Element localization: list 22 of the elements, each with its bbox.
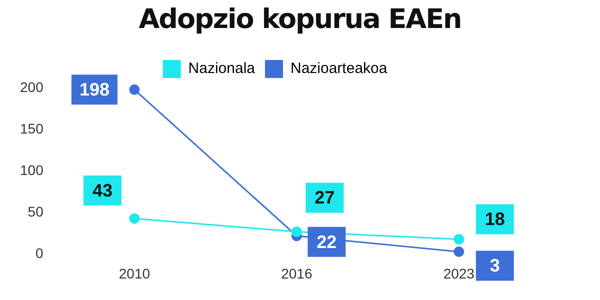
data-label: 198	[79, 80, 110, 100]
y-tick-label: 200	[20, 78, 44, 95]
y-tick-label: 100	[20, 162, 44, 178]
data-label: 43	[92, 180, 112, 200]
data-label: 3	[490, 256, 500, 276]
point	[454, 246, 464, 257]
data-label: 18	[484, 209, 505, 230]
point	[129, 213, 140, 224]
data-label: 22	[316, 232, 337, 252]
x-tick-label: 2010	[118, 265, 150, 282]
data-label: 27	[314, 188, 335, 208]
legend-label: Nazioarteakoa	[290, 60, 388, 78]
y-tick-label: 50	[28, 204, 44, 220]
x-tick-label: 2023	[443, 265, 475, 282]
chart-title: Adopzio kopurua EAEn	[138, 4, 462, 35]
x-tick-label: 2016	[281, 265, 312, 282]
point	[291, 226, 302, 238]
point	[454, 234, 464, 244]
legend-label: Nazionala	[188, 60, 256, 78]
y-tick-label: 0	[36, 245, 44, 262]
y-tick-label: 150	[20, 120, 44, 136]
point	[129, 84, 140, 95]
